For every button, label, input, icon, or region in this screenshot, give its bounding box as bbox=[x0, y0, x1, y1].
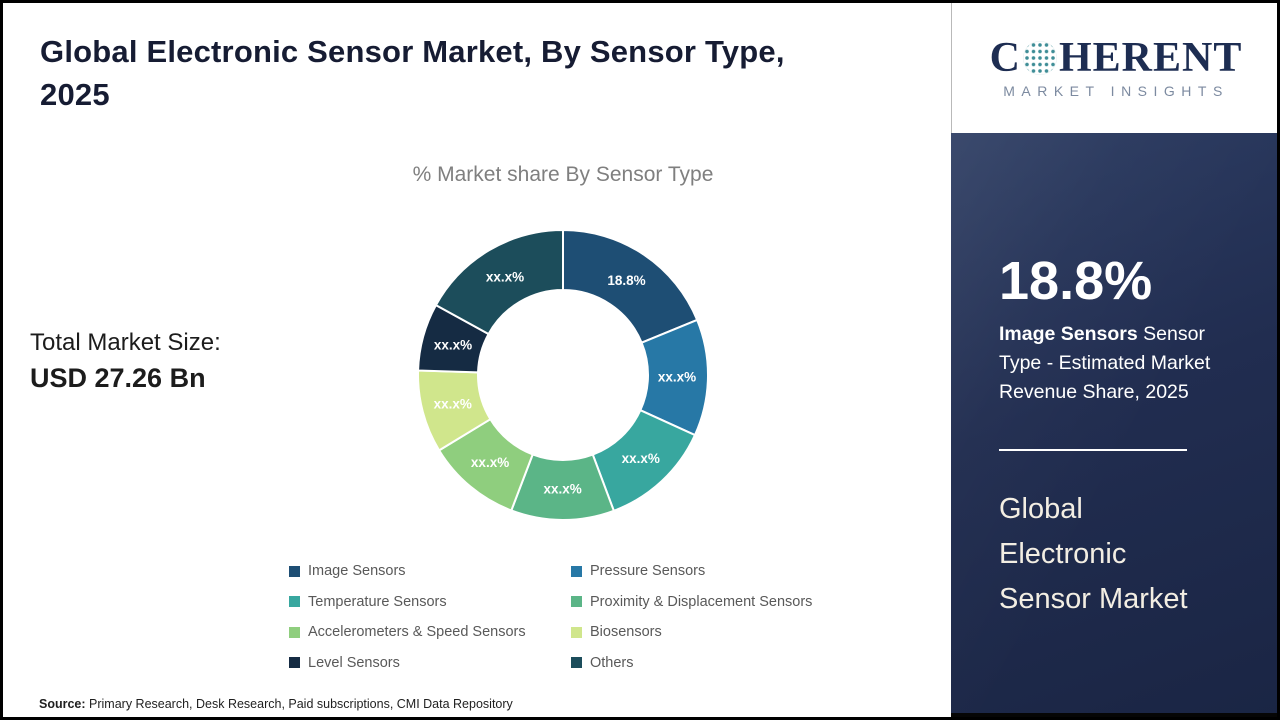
legend-swatch-proximity-displacement-sensors bbox=[571, 596, 582, 608]
legend-label-biosensors: Biosensors bbox=[590, 624, 662, 641]
legend-item-others: Others bbox=[571, 648, 812, 679]
legend-swatch-temperature-sensors bbox=[289, 596, 300, 608]
source-label: Source: bbox=[39, 697, 86, 711]
page-title: Global Electronic Sensor Market, By Sens… bbox=[40, 31, 920, 117]
legend-swatch-pressure-sensors bbox=[571, 565, 582, 577]
legend-label-level-sensors: Level Sensors bbox=[308, 654, 400, 671]
side-panel: 18.8% Image Sensors Sensor Type - Estima… bbox=[951, 133, 1277, 717]
legend-swatch-others bbox=[571, 657, 582, 669]
total-market-size: Total Market Size: USD 27.26 Bn bbox=[30, 329, 221, 394]
donut-chart: 18.8% xx.x% xx.x% xx.x% xx.x% xx.x% xx.x% xx.x% bbox=[417, 228, 709, 521]
legend-label-image-sensors: Image Sensors bbox=[308, 563, 406, 580]
legend-item-biosensors: Biosensors bbox=[571, 617, 812, 648]
donut-segment-label-accelerometers-speed-sensors: xx.x% bbox=[471, 455, 509, 470]
brand-wordmark: C HERENT bbox=[990, 37, 1243, 79]
header: Global Electronic Sensor Market, By Sens… bbox=[40, 31, 920, 117]
donut-segment-label-pressure-sensors: xx.x% bbox=[658, 370, 696, 385]
donut-segment-label-image-sensors: 18.8% bbox=[607, 273, 645, 288]
brand-logo: C HERENT MARKET INSIGHTS bbox=[951, 3, 1277, 133]
legend-item-level-sensors: Level Sensors bbox=[289, 648, 571, 679]
legend-label-temperature-sensors: Temperature Sensors bbox=[308, 593, 447, 610]
highlight-description-rest: Sensor Type - Estimated Market Revenue S… bbox=[999, 322, 1211, 404]
legend-swatch-biosensors bbox=[571, 626, 582, 638]
page-title-line2: 2025 bbox=[40, 76, 110, 112]
legend-item-accelerometers-speed-sensors: Accelerometers & Speed Sensors bbox=[289, 617, 571, 648]
donut-segment-label-temperature-sensors: xx.x% bbox=[622, 451, 660, 466]
legend-item-pressure-sensors: Pressure Sensors bbox=[571, 556, 812, 587]
source-text: Primary Research, Desk Research, Paid su… bbox=[85, 697, 513, 711]
highlight-percentage: 18.8% bbox=[999, 251, 1153, 311]
legend-item-temperature-sensors: Temperature Sensors bbox=[289, 587, 571, 618]
donut-segment-label-biosensors: xx.x% bbox=[434, 397, 472, 412]
legend-label-pressure-sensors: Pressure Sensors bbox=[590, 563, 706, 580]
highlight-description-bold: Image Sensors bbox=[999, 322, 1138, 345]
dotted-globe-icon bbox=[1022, 41, 1057, 75]
highlight-description: Image Sensors Sensor Type - Estimated Ma… bbox=[999, 320, 1247, 408]
legend-label-accelerometers-speed-sensors: Accelerometers & Speed Sensors bbox=[308, 624, 526, 641]
legend-label-proximity-displacement-sensors: Proximity & Displacement Sensors bbox=[590, 593, 813, 610]
total-market-size-label: Total Market Size: bbox=[30, 329, 221, 356]
chart-legend: Image Sensors Temperature Sensors Accelero… bbox=[289, 556, 812, 678]
brand-subtitle: MARKET INSIGHTS bbox=[1003, 83, 1229, 99]
legend-item-proximity-displacement-sensors: Proximity & Displacement Sensors bbox=[571, 587, 812, 618]
donut-segment-others bbox=[434, 228, 564, 336]
donut-segment-label-others: xx.x% bbox=[486, 269, 524, 284]
brand-letter-c: C bbox=[989, 35, 1021, 81]
total-market-size-value: USD 27.26 Bn bbox=[30, 363, 206, 393]
legend-item-image-sensors: Image Sensors bbox=[289, 556, 571, 587]
panel-title: Global Electronic Sensor Market bbox=[999, 493, 1188, 616]
page-title-line1: Global Electronic Sensor Market, By Sens… bbox=[40, 34, 785, 69]
chart-title: % Market share By Sensor Type bbox=[412, 163, 714, 186]
legend-swatch-accelerometers-speed-sensors bbox=[289, 626, 300, 638]
donut-segment-label-level-sensors: xx.x% bbox=[434, 337, 472, 352]
brand-letters-rest: HERENT bbox=[1058, 35, 1243, 81]
panel-divider bbox=[999, 449, 1187, 452]
legend-label-others: Others bbox=[590, 654, 634, 671]
source-note: Source: Primary Research, Desk Research,… bbox=[39, 697, 513, 711]
legend-swatch-level-sensors bbox=[289, 657, 300, 669]
donut-segment-label-proximity-displacement-sensors: xx.x% bbox=[544, 481, 582, 496]
legend-swatch-image-sensors bbox=[289, 565, 300, 577]
